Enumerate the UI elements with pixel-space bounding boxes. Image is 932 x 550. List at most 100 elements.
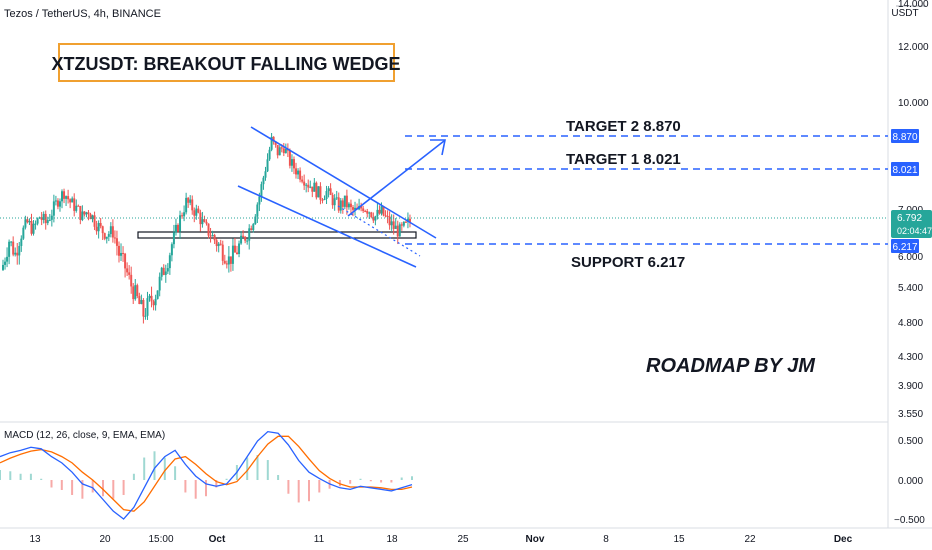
candle-body [24, 219, 27, 228]
macd-histogram-bar [297, 480, 300, 503]
candle-body [366, 211, 369, 214]
macd-histogram-bar [308, 480, 310, 502]
last-price-badge [891, 210, 932, 238]
macd-histogram-bar [411, 476, 413, 480]
candle-body [205, 221, 208, 224]
macd-axis[interactable]: 0.500 0.000 −0.500 [894, 436, 925, 526]
idea-title-box[interactable] [58, 43, 395, 82]
candle-body [254, 216, 257, 225]
candle-body [315, 182, 318, 198]
candle-body [229, 256, 232, 264]
candlestick-series [2, 132, 411, 324]
support-price-badge [891, 239, 919, 253]
macd-histogram-bar [153, 451, 156, 480]
candle-body [30, 221, 33, 234]
candle-body [337, 197, 340, 211]
candle-body [333, 198, 336, 206]
candle-body [339, 200, 342, 211]
candle-body [14, 252, 17, 255]
wedge-lower-line[interactable] [237, 185, 417, 268]
candle-body [400, 224, 403, 226]
target1-price-badge [891, 162, 919, 176]
candle-body [91, 215, 94, 220]
price-tick: 14.000 [898, 0, 929, 10]
candle-body [81, 211, 84, 220]
candle-body [215, 240, 218, 247]
candle-body [10, 241, 13, 243]
candle-body [268, 149, 271, 160]
candle-body [260, 184, 263, 197]
candle-body [280, 147, 283, 149]
macd-line [0, 430, 413, 520]
time-axis[interactable]: 13 20 15:00 Oct 11 18 25 Nov 8 15 22 Dec [29, 534, 852, 545]
candle-body [341, 200, 344, 207]
candle-body [327, 188, 330, 192]
candle-body [408, 218, 411, 223]
candle-body [370, 212, 373, 218]
candle-body [174, 224, 177, 233]
candle-body [44, 213, 47, 224]
candle-body [368, 212, 371, 214]
candle-body [61, 191, 64, 202]
candle-body [42, 213, 45, 221]
macd-histogram-bar [225, 478, 228, 480]
macd-histogram-bar [277, 475, 280, 480]
candle-body [392, 221, 395, 229]
macd-histogram-bar [50, 480, 53, 488]
candle-body [8, 241, 11, 257]
candle-body [384, 215, 387, 217]
macd-tick: 0.500 [898, 436, 923, 447]
roadmap-label[interactable]: ROADMAP BY JM [646, 355, 816, 377]
candle-body [282, 148, 285, 154]
candle-body [97, 223, 100, 232]
target1-label[interactable]: TARGET 1 8.021 [566, 151, 681, 168]
candle-body [343, 195, 346, 207]
candle-body [329, 188, 332, 195]
support-label[interactable]: SUPPORT 6.217 [571, 254, 685, 271]
candle-body [240, 235, 243, 244]
candle-body [364, 210, 367, 212]
macd-histogram-bar [163, 457, 166, 480]
wedge-upper-line[interactable] [250, 126, 437, 239]
candle-body [362, 208, 365, 211]
macd-legend[interactable]: MACD (12, 26, close, 9, EMA, EMA) [4, 430, 165, 441]
candle-body [54, 200, 57, 202]
candle-body [93, 215, 96, 227]
candle-body [40, 217, 43, 221]
candle-body [193, 210, 196, 216]
target2-label[interactable]: TARGET 2 8.870 [566, 118, 681, 135]
support-zone-box[interactable] [137, 231, 417, 239]
candle-body [189, 199, 192, 203]
candle-body [142, 300, 145, 317]
candle-countdown: 02:04:47 [897, 226, 932, 236]
macd-histogram-bar [246, 457, 249, 480]
candle-body [144, 315, 147, 317]
candle-body [305, 184, 308, 186]
candle-body [292, 159, 295, 169]
macd-histogram-bar [174, 466, 177, 480]
macd-histogram-bar [359, 478, 362, 480]
candle-body [160, 267, 163, 277]
candle-body [382, 206, 385, 216]
candle-body [325, 191, 328, 199]
macd-histogram-bar [266, 460, 269, 480]
candle-body [109, 226, 112, 235]
candle-body [213, 235, 216, 241]
macd-histogram-bar [205, 480, 207, 497]
candle-body [134, 285, 137, 300]
candle-body [130, 274, 133, 287]
symbol-legend[interactable]: Tezos / TetherUS, 4h, BINANCE [4, 8, 161, 20]
macd-histogram-bar [215, 480, 218, 488]
breakout-arrow[interactable] [347, 140, 445, 217]
candle-body [67, 196, 70, 200]
candle-body [264, 171, 267, 178]
candle-body [376, 209, 379, 217]
price-tick: 3.550 [898, 409, 923, 420]
candle-body [32, 223, 35, 234]
candle-body [152, 301, 155, 306]
macd-histogram-bar [91, 480, 94, 493]
candle-body [113, 237, 116, 239]
candle-body [197, 208, 200, 213]
candle-body [77, 205, 80, 207]
